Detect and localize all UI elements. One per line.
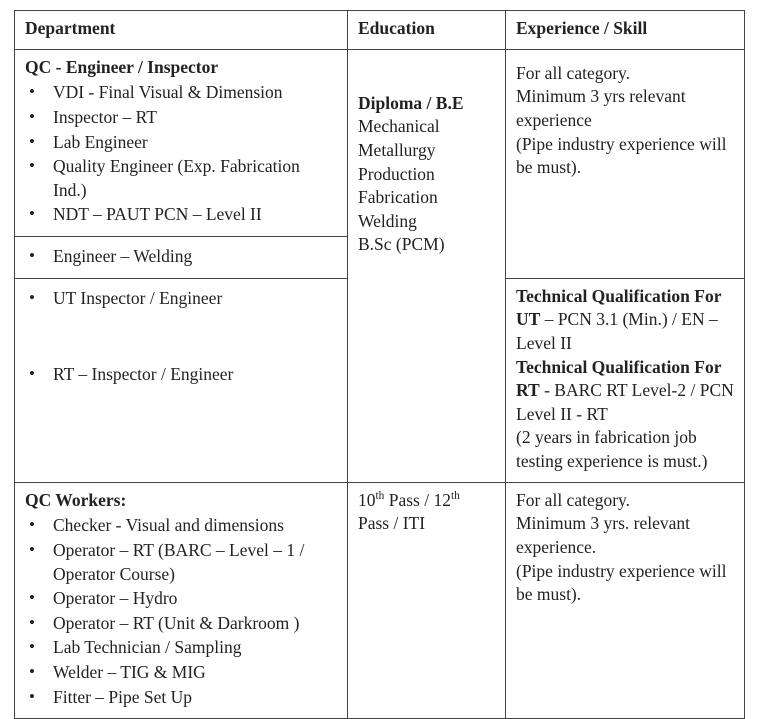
list-item: Checker - Visual and dimensions [25, 514, 337, 538]
group1-roles: VDI - Final Visual & Dimension Inspector… [25, 81, 337, 227]
group2-education: 10th Pass / 12th Pass / ITI [348, 482, 506, 719]
exp-line: (Pipe industry experience will be must). [516, 133, 734, 180]
header-row: Department Education Experience / Skill [15, 11, 745, 50]
group1-dept-ut-rt: UT Inspector / Engineer RT – Inspector /… [15, 278, 348, 482]
list-item: Fitter – Pipe Set Up [25, 686, 337, 710]
exp-line: For all category. [516, 489, 734, 513]
header-education: Education [348, 11, 506, 50]
education-line: Production [358, 163, 495, 187]
list-item: NDT – PAUT PCN – Level II [25, 203, 337, 227]
group2-row: QC Workers: Checker - Visual and dimensi… [15, 482, 745, 719]
list-item: Engineer – Welding [25, 245, 337, 269]
list-item: Operator – RT (BARC – Level – 1 / Operat… [25, 539, 337, 586]
group1-exp2: Technical Qualification For UT – PCN 3.1… [506, 278, 745, 482]
group1-education-bold: Diploma / B.E [358, 92, 495, 116]
group1-heading: QC - Engineer / Inspector [25, 56, 337, 80]
group2-dept: QC Workers: Checker - Visual and dimensi… [15, 482, 348, 719]
header-department: Department [15, 11, 348, 50]
list-item: Lab Technician / Sampling [25, 636, 337, 660]
exp-line: For all category. [516, 62, 734, 86]
exp-line: (Pipe industry experience will be must). [516, 560, 734, 607]
group1-education: Diploma / B.E Mechanical Metallurgy Prod… [348, 49, 506, 482]
list-item: Inspector – RT [25, 106, 337, 130]
group1-dept-main: QC - Engineer / Inspector VDI - Final Vi… [15, 49, 348, 236]
group1-sub2-list: UT Inspector / Engineer [25, 287, 337, 311]
group2-roles: Checker - Visual and dimensions Operator… [25, 514, 337, 709]
group1-exp1: For all category. Minimum 3 yrs relevant… [506, 49, 745, 278]
list-item: Welder – TIG & MIG [25, 661, 337, 685]
tech-qual-rt-value: - BARC RT Level-2 / PCN Level II - RT [516, 380, 734, 424]
education-line: Metallurgy [358, 139, 495, 163]
list-item: RT – Inspector / Engineer [25, 363, 337, 387]
group1-sub2b-list: RT – Inspector / Engineer [25, 363, 337, 387]
exp-line: Minimum 3 yrs relevant experience [516, 85, 734, 132]
group1-dept-welding: Engineer – Welding [15, 237, 348, 279]
list-item: Lab Engineer [25, 131, 337, 155]
group2-heading: QC Workers: [25, 489, 337, 513]
list-item: UT Inspector / Engineer [25, 287, 337, 311]
list-item: Quality Engineer (Exp. Fabrication Ind.) [25, 155, 337, 202]
group1-sub1-list: Engineer – Welding [25, 245, 337, 269]
group1-row-main: QC - Engineer / Inspector VDI - Final Vi… [15, 49, 745, 236]
group2-exp: For all category. Minimum 3 yrs. relevan… [506, 482, 745, 719]
education-line: Mechanical [358, 115, 495, 139]
group2-education-text: 10th Pass / 12th Pass / ITI [358, 490, 460, 534]
exp-line: Minimum 3 yrs. relevant experience. [516, 512, 734, 559]
education-line: B.Sc (PCM) [358, 233, 495, 257]
list-item: VDI - Final Visual & Dimension [25, 81, 337, 105]
education-line: Fabrication [358, 186, 495, 210]
job-table: Department Education Experience / Skill … [14, 10, 745, 719]
tech-qual-ut-value: – PCN 3.1 (Min.) / EN – Level II [516, 309, 718, 353]
list-item: Operator – RT (Unit & Darkroom ) [25, 612, 337, 636]
education-line: Welding [358, 210, 495, 234]
list-item: Operator – Hydro [25, 587, 337, 611]
exp-line: (2 years in fabrication job testing expe… [516, 427, 707, 471]
header-experience: Experience / Skill [506, 11, 745, 50]
